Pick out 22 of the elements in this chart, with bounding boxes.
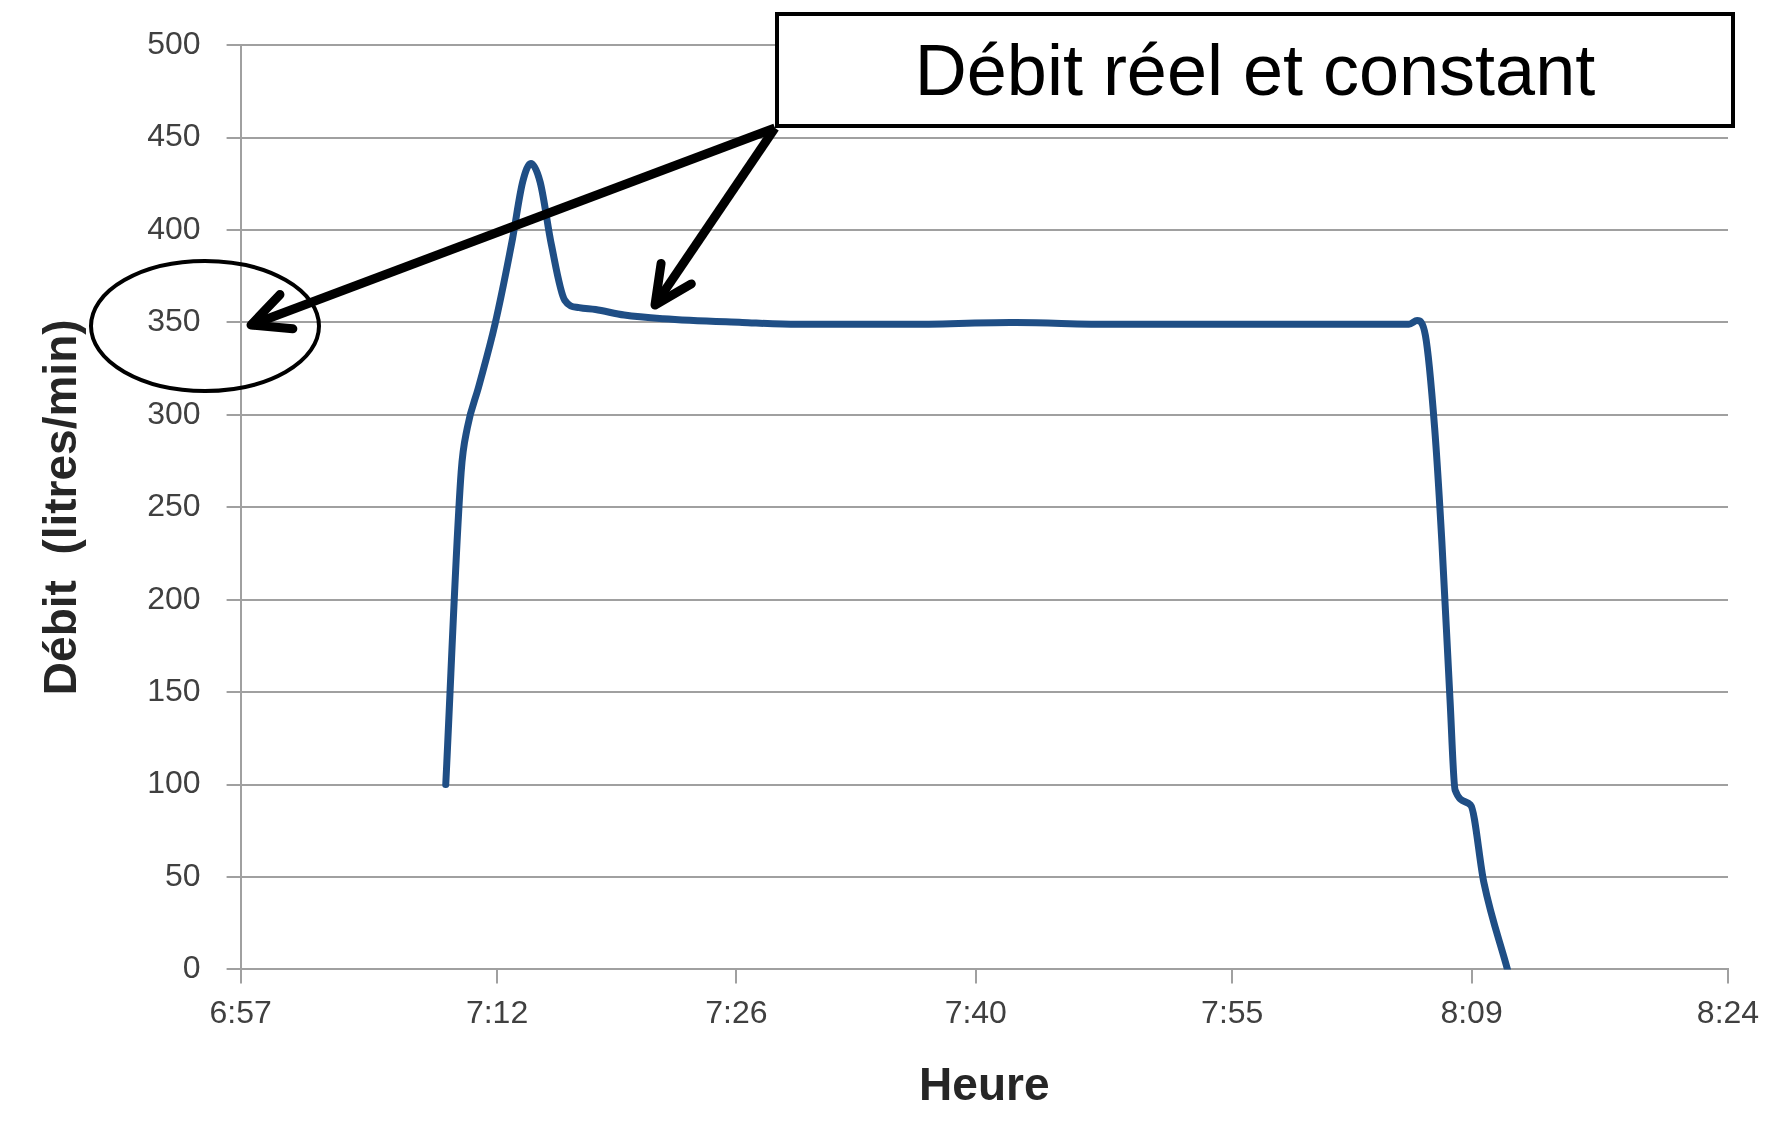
y-tick-label: 150 <box>147 671 201 708</box>
y-tick-label: 350 <box>147 302 201 339</box>
y-tick-label: 50 <box>165 856 201 893</box>
y-tick-label: 300 <box>147 394 201 431</box>
x-tick-label: 7:55 <box>1201 994 1264 1031</box>
y-tick-label: 450 <box>147 117 201 154</box>
x-axis-title: Heure <box>919 1058 1050 1111</box>
x-tick-label: 8:09 <box>1440 994 1503 1031</box>
y-tick-label: 200 <box>147 579 201 616</box>
x-tick-label: 7:12 <box>465 994 529 1031</box>
y-tick-label: 400 <box>147 209 201 246</box>
y-tick-label: 100 <box>147 764 201 801</box>
x-tick-label: 6:57 <box>209 994 272 1031</box>
x-tick-label: 7:26 <box>705 994 768 1031</box>
note-box: Débit réel et constant <box>775 12 1735 128</box>
annotation: Débit réel et constant <box>914 29 1596 111</box>
y-tick-label: 250 <box>147 487 201 524</box>
y-tick-label: 0 <box>182 949 201 986</box>
x-tick-label: 8:24 <box>1696 994 1760 1031</box>
y-tick-label: 500 <box>147 25 201 62</box>
y-axis-title: Débit (litres/min) <box>34 319 87 696</box>
x-tick-label: 7:40 <box>944 994 1007 1031</box>
